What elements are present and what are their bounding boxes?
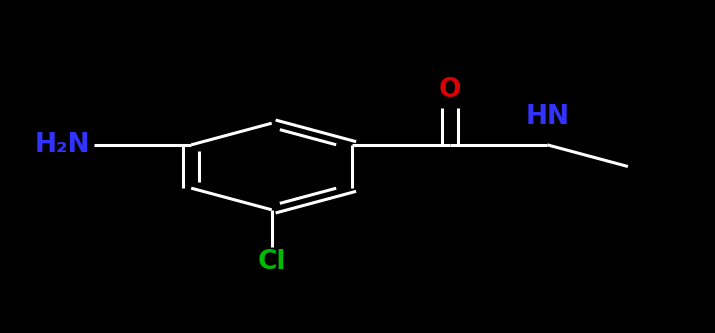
Text: Cl: Cl — [257, 249, 286, 275]
Text: O: O — [438, 77, 461, 103]
Text: H₂N: H₂N — [34, 132, 90, 158]
Text: HN: HN — [526, 104, 569, 130]
